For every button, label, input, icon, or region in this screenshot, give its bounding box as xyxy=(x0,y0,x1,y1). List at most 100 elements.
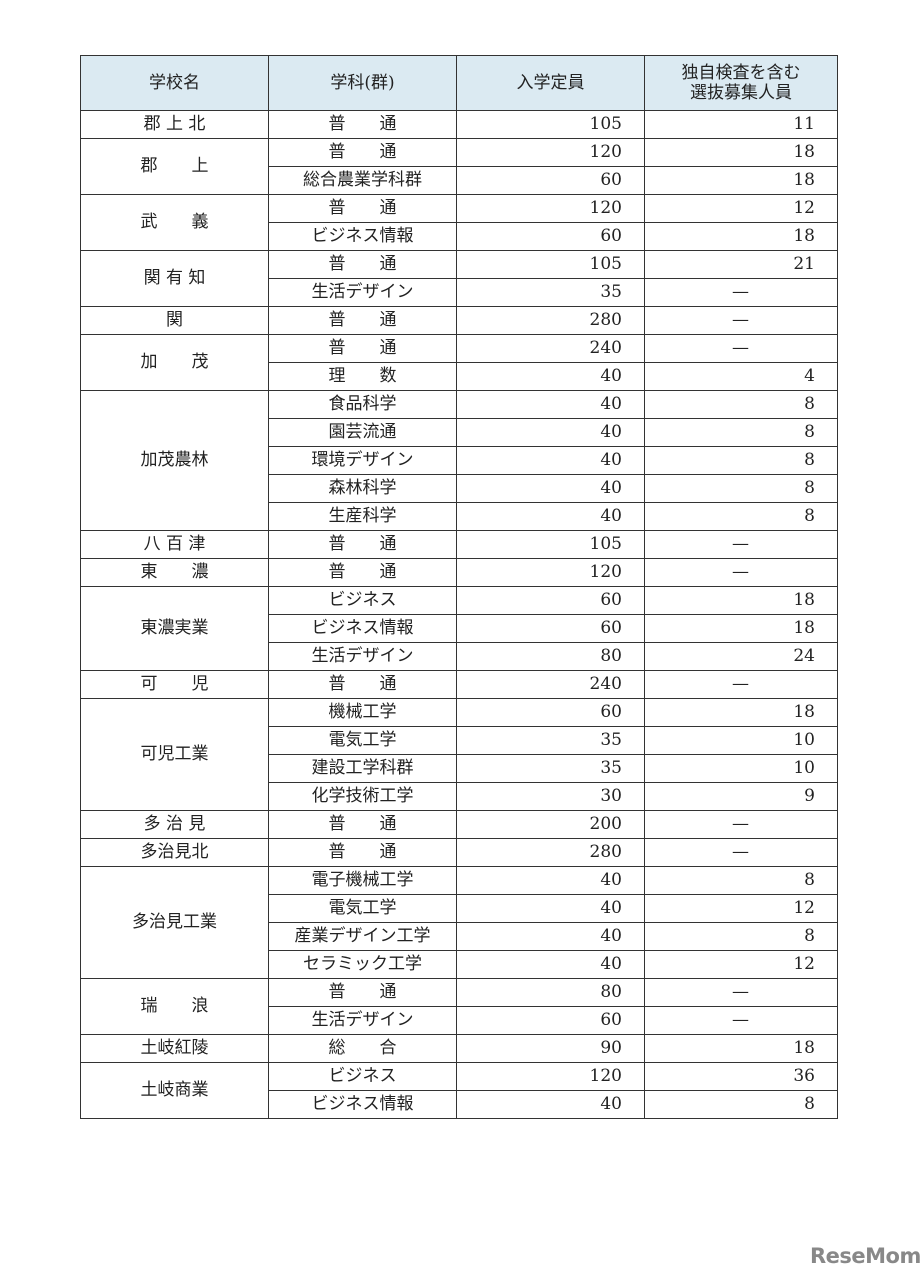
selection-count: 8 xyxy=(644,922,838,951)
selection-count: 18 xyxy=(644,1034,838,1063)
table-row: 可 児普 通 240— xyxy=(80,670,838,699)
selection-count: 18 xyxy=(644,166,838,195)
table-row: 森林科学 40 8 xyxy=(81,474,838,503)
table-row: 東濃実業 ビジネス 60 18 xyxy=(80,586,838,671)
department: 電気工学 xyxy=(268,894,457,923)
school-name: 多 治 見 xyxy=(80,810,269,839)
selection-count: 8 xyxy=(644,474,838,503)
school-name: 土岐紅陵 xyxy=(80,1034,269,1063)
capacity: 280 xyxy=(456,838,645,867)
school-name: 加茂農林 xyxy=(80,390,269,531)
selection-count: — xyxy=(644,978,838,1007)
capacity: 40 xyxy=(456,362,645,391)
table-row: 生産科学 40 8 xyxy=(81,502,838,531)
department: 普 通 xyxy=(268,810,457,839)
capacity: 60 xyxy=(456,222,645,251)
school-name: 関 有 知 xyxy=(80,250,269,307)
selection-count: — xyxy=(644,530,838,559)
table-row: 関 有 知普 通 105 21 xyxy=(80,250,838,307)
department: 森林科学 xyxy=(268,474,457,503)
department: 普 通 xyxy=(268,978,457,1007)
selection-count: 9 xyxy=(644,782,838,811)
table-row: 多治見工業 電子機械工学 40 8 xyxy=(80,866,838,979)
department: 生活デザイン xyxy=(268,1006,457,1035)
table-row: 加茂農林 食品科学 40 8 xyxy=(80,390,838,531)
selection-count: 8 xyxy=(644,418,838,447)
school-name: 郡 上 北 xyxy=(80,110,269,139)
school-name: 可児工業 xyxy=(80,698,269,811)
capacity: 30 xyxy=(456,782,645,811)
capacity: 40 xyxy=(456,446,645,475)
school-name: 関 xyxy=(80,306,269,335)
capacity: 105 xyxy=(456,530,645,559)
department: ビジネス情報 xyxy=(268,222,457,251)
department: ビジネス情報 xyxy=(268,1090,457,1119)
capacity: 60 xyxy=(456,1006,645,1035)
capacity: 60 xyxy=(456,166,645,195)
department: 普 通 xyxy=(268,138,457,167)
capacity: 280 xyxy=(456,306,645,335)
capacity: 40 xyxy=(456,922,645,951)
selection-count: — xyxy=(644,810,838,839)
department: 普 通 xyxy=(268,110,457,139)
header-row: 学校名 学科(群) 入学定員 独自検査を含む 選抜募集人員 xyxy=(80,55,838,111)
department: 理 数 xyxy=(268,362,457,391)
table-row: 多 治 見普 通 200— xyxy=(80,810,838,839)
department: ビジネス情報 xyxy=(268,614,457,643)
table-row: 生活デザイン 60— xyxy=(81,1006,838,1035)
selection-count: — xyxy=(644,306,838,335)
department: 電気工学 xyxy=(268,726,457,755)
table-row: 環境デザイン 40 8 xyxy=(81,446,838,475)
selection-count: 12 xyxy=(644,194,838,223)
department: 普 通 xyxy=(268,194,457,223)
table-row: 郡 上 北普 通 105 11 xyxy=(80,110,838,139)
selection-count: 21 xyxy=(644,250,838,279)
capacity: 80 xyxy=(456,978,645,1007)
department: 産業デザイン工学 xyxy=(268,922,457,951)
capacity: 40 xyxy=(456,866,645,895)
selection-count: — xyxy=(644,334,838,363)
table-row: 多治見北普 通 280— xyxy=(80,838,838,867)
department: 普 通 xyxy=(268,558,457,587)
selection-count: 18 xyxy=(644,586,838,615)
school-name: 郡 上 xyxy=(80,138,269,195)
capacity: 120 xyxy=(456,558,645,587)
department: 総合農業学科群 xyxy=(268,166,457,195)
capacity: 60 xyxy=(456,698,645,727)
table-row: 理 数 40 4 xyxy=(81,362,838,391)
capacity: 80 xyxy=(456,642,645,671)
selection-count: 8 xyxy=(644,1090,838,1119)
capacity: 35 xyxy=(456,278,645,307)
department: 食品科学 xyxy=(268,390,457,419)
table-row: 東 濃普 通 120— xyxy=(80,558,838,587)
table-row: 八 百 津普 通 105— xyxy=(80,530,838,559)
selection-count: 36 xyxy=(644,1062,838,1091)
selection-count: — xyxy=(644,670,838,699)
table-row: 電気工学 40 12 xyxy=(81,894,838,923)
selection-count: — xyxy=(644,1006,838,1035)
capacity: 35 xyxy=(456,726,645,755)
table-row: 生活デザイン 35— xyxy=(81,278,838,307)
table-row: 可児工業 機械工学 60 18 xyxy=(80,698,838,811)
table-row: 土岐商業 ビジネス 120 36 xyxy=(80,1062,838,1119)
selection-count: 18 xyxy=(644,614,838,643)
selection-count: 8 xyxy=(644,390,838,419)
school-name: 東 濃 xyxy=(80,558,269,587)
selection-count: 18 xyxy=(644,138,838,167)
selection-count: — xyxy=(644,838,838,867)
enrollment-table: 学校名 学科(群) 入学定員 独自検査を含む 選抜募集人員 郡 上 北普 通 10… xyxy=(80,55,838,1119)
department: 普 通 xyxy=(268,306,457,335)
table-row: 郡 上普 通 120 18 xyxy=(80,138,838,195)
capacity: 40 xyxy=(456,894,645,923)
school-name: 土岐商業 xyxy=(80,1062,269,1119)
selection-count: — xyxy=(644,278,838,307)
department: 普 通 xyxy=(268,334,457,363)
department: セラミック工学 xyxy=(268,950,457,979)
department: 機械工学 xyxy=(268,698,457,727)
department: 園芸流通 xyxy=(268,418,457,447)
capacity: 120 xyxy=(456,1062,645,1091)
resemom-logo: ReseMom xyxy=(810,1244,921,1268)
department: 生活デザイン xyxy=(268,642,457,671)
capacity: 90 xyxy=(456,1034,645,1063)
capacity: 60 xyxy=(456,586,645,615)
